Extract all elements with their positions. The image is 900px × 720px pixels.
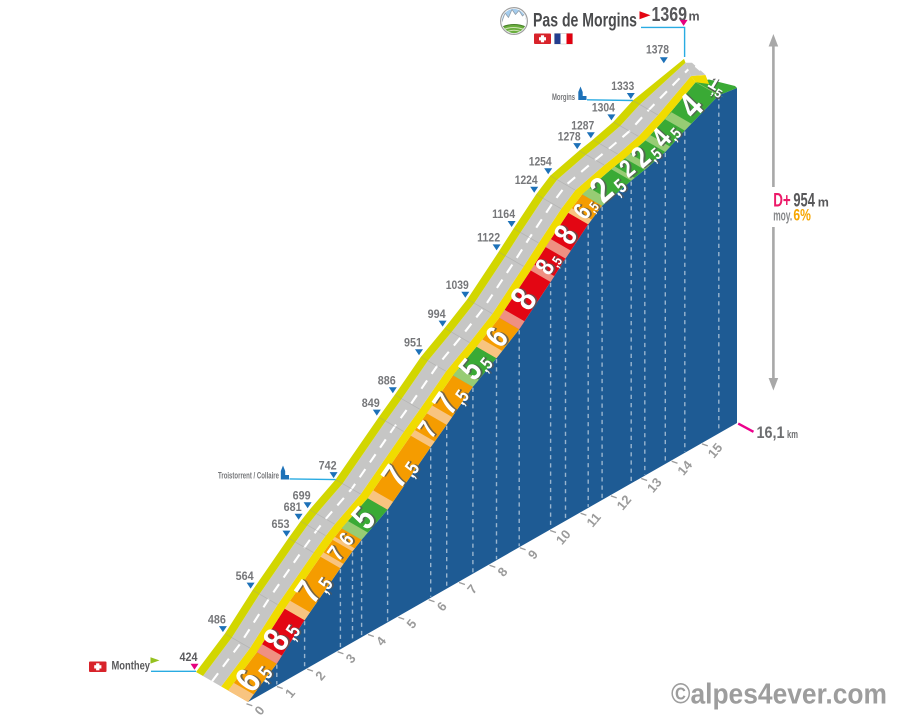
svg-text:Monthey: Monthey [112,660,151,672]
svg-text:13: 13 [644,475,665,496]
svg-text:6%: 6% [793,205,811,224]
svg-text:954: 954 [793,189,815,211]
svg-text:8: 8 [494,564,510,579]
svg-text:10: 10 [553,527,574,548]
svg-text:km: km [787,429,798,441]
svg-text:D+: D+ [773,189,791,211]
svg-text:moy.: moy. [773,208,792,224]
svg-text:653: 653 [272,517,290,531]
svg-text:Troistorrent / Collaire: Troistorrent / Collaire [218,471,279,481]
svg-text:11: 11 [583,510,603,530]
svg-text:994: 994 [428,307,446,321]
svg-text:6: 6 [434,599,450,614]
svg-text:699: 699 [293,488,311,502]
svg-text:1278: 1278 [558,129,581,143]
svg-text:4: 4 [373,633,390,649]
svg-text:12: 12 [614,492,635,513]
svg-text:7: 7 [464,582,480,597]
svg-text:1254: 1254 [529,154,552,168]
svg-text:1039: 1039 [446,278,469,292]
svg-text:m: m [818,195,829,209]
svg-text:14: 14 [674,457,695,478]
svg-text:5: 5 [403,616,419,631]
svg-text:1333: 1333 [611,79,634,93]
svg-text:849: 849 [362,396,380,410]
svg-text:681: 681 [284,500,302,514]
svg-text:1164: 1164 [492,207,515,221]
svg-text:424: 424 [180,650,198,664]
svg-text:886: 886 [378,374,396,388]
svg-text:9: 9 [525,547,541,562]
svg-text:742: 742 [319,458,337,472]
svg-text:1: 1 [282,686,298,701]
svg-text:486: 486 [208,612,226,626]
svg-text:Pas de Morgins: Pas de Morgins [533,11,637,32]
svg-text:2: 2 [312,668,328,683]
svg-text:m: m [689,10,700,24]
svg-text:1287: 1287 [571,118,594,132]
svg-text:0: 0 [251,703,267,718]
svg-text:3: 3 [343,651,359,666]
svg-text:1369: 1369 [652,3,688,26]
svg-text:1304: 1304 [592,101,615,115]
svg-text:1378: 1378 [646,43,669,57]
svg-text:©alpes4ever.com: ©alpes4ever.com [671,679,887,711]
svg-text:564: 564 [236,569,254,583]
svg-text:15: 15 [705,440,726,461]
svg-text:951: 951 [404,336,422,350]
svg-text:1224: 1224 [515,173,538,187]
svg-text:Morgins: Morgins [552,92,575,103]
svg-text:16,1: 16,1 [757,424,785,442]
svg-text:1122: 1122 [477,231,500,245]
